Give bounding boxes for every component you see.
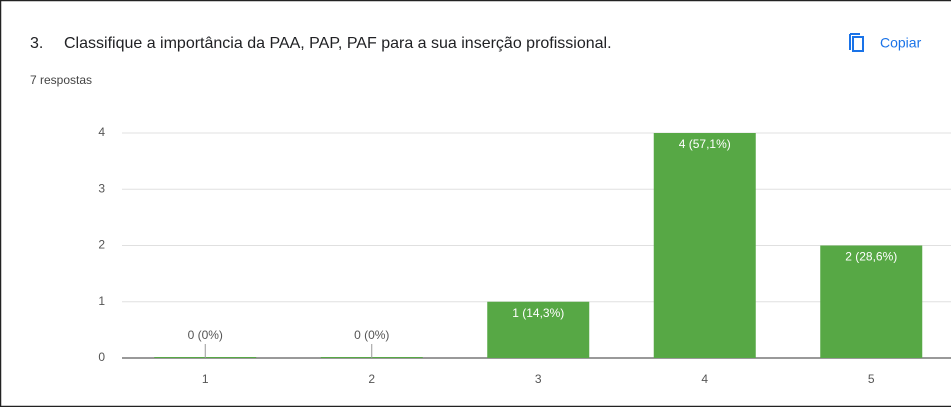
y-tick-label: 1 (98, 294, 105, 308)
x-tick-label: 4 (701, 372, 708, 386)
response-count: 7 respostas (30, 73, 92, 87)
copy-button[interactable]: Copiar (849, 33, 922, 52)
value-label: 0 (0%) (188, 328, 223, 342)
value-label: 4 (57,1%) (679, 137, 731, 151)
x-tick-label: 2 (368, 372, 375, 386)
copy-icon (852, 36, 864, 52)
y-tick-label: 3 (98, 181, 105, 195)
bar (820, 245, 923, 358)
value-label: 2 (28,6%) (845, 250, 897, 264)
bar (653, 133, 756, 358)
y-tick-label: 0 (98, 350, 105, 364)
value-label: 0 (0%) (354, 328, 389, 342)
y-tick-label: 4 (98, 125, 105, 139)
x-tick-label: 1 (202, 372, 209, 386)
question-number: 3. (30, 35, 43, 52)
x-tick-label: 3 (535, 372, 542, 386)
copy-icon-back (849, 33, 860, 50)
value-label: 1 (14,3%) (512, 306, 564, 320)
copy-label: Copiar (880, 35, 922, 51)
bar (487, 301, 590, 358)
chart-title: Classifique a importância da PAA, PAP, P… (64, 35, 612, 52)
x-tick-label: 5 (868, 372, 875, 386)
y-tick-label: 2 (98, 238, 105, 252)
